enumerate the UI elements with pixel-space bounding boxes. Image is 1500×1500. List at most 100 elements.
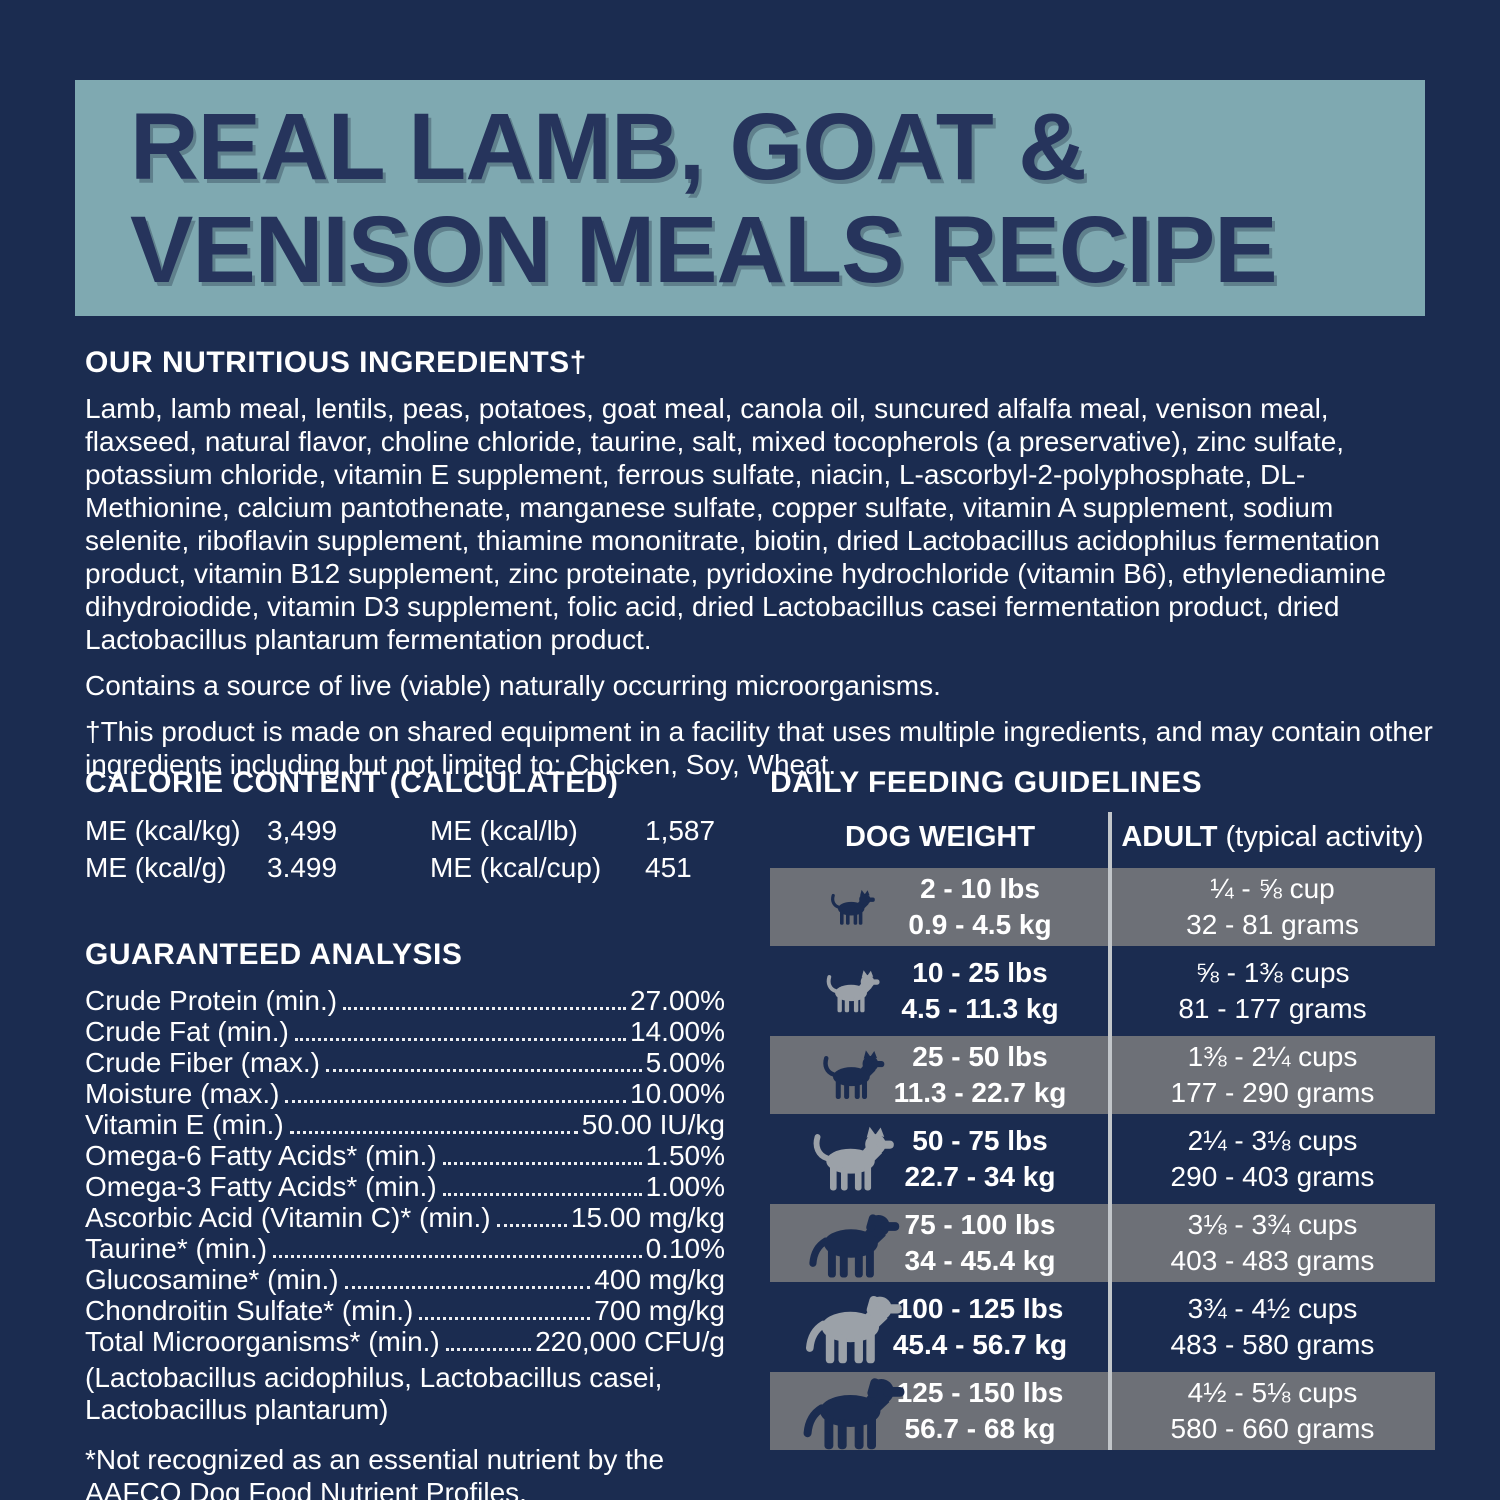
- serving-cell: 3⅛ - 3¾ cups 403 - 483 grams: [1110, 1207, 1435, 1279]
- weight-lbs: 2 - 10 lbs: [920, 873, 1040, 904]
- analysis-label: Total Microorganisms* (min.): [85, 1326, 440, 1357]
- analysis-label: Taurine* (min.): [85, 1233, 268, 1264]
- dog-weight-cell: 10 - 25 lbs 4.5 - 11.3 kg: [770, 952, 1110, 1030]
- analysis-row: Ascorbic Acid (Vitamin C)* (min.) 15.00 m…: [85, 1203, 725, 1234]
- calorie-label: ME (kcal/kg): [85, 815, 241, 846]
- serving-cell: ¼ - ⅝ cup 32 - 81 grams: [1110, 871, 1435, 943]
- ingredients-heading: OUR NUTRITIOUS INGREDIENTS†: [85, 346, 587, 379]
- dotted-leader: [445, 1348, 532, 1351]
- analysis-row: Vitamin E (min.) 50.00 IU/kg: [85, 1110, 725, 1141]
- feeding-row: 125 - 150 lbs 56.7 - 68 kg 4½ - 5⅛ cups 58…: [770, 1372, 1435, 1450]
- serving-grams: 32 - 81 grams: [1186, 909, 1359, 940]
- weight-kg: 11.3 - 22.7 kg: [893, 1077, 1067, 1108]
- weight-kg: 34 - 45.4 kg: [904, 1245, 1056, 1276]
- analysis-label: Crude Fat (min.): [85, 1016, 289, 1047]
- weight-lbs: 125 - 150 lbs: [896, 1377, 1064, 1408]
- dog-weight-cell: 125 - 150 lbs 56.7 - 68 kg: [770, 1372, 1110, 1450]
- weight-lbs: 50 - 75 lbs: [912, 1125, 1048, 1156]
- analysis-value: 220,000 CFU/g: [535, 1326, 725, 1357]
- calorie-content-table: ME (kcal/kg) 3,499 ME (kcal/lb) 1,587 ME…: [85, 812, 725, 886]
- serving-cell: 2¼ - 3⅛ cups 290 - 403 grams: [1110, 1123, 1435, 1195]
- dotted-leader: [285, 1100, 627, 1103]
- analysis-row: Taurine* (min.) 0.10%: [85, 1234, 725, 1265]
- analysis-row: Chondroitin Sulfate* (min.) 700 mg/kg: [85, 1296, 725, 1327]
- adult-column-header: ADULT (typical activity): [1110, 821, 1435, 854]
- feeding-table-header: DOG WEIGHT ADULT (typical activity): [770, 812, 1435, 862]
- feeding-row: 2 - 10 lbs 0.9 - 4.5 kg ¼ - ⅝ cup 32 - 81 …: [770, 868, 1435, 946]
- recipe-title-banner: REAL LAMB, GOAT & VENISON MEALS RECIPE: [75, 80, 1425, 316]
- analysis-value: 50.00 IU/kg: [581, 1109, 725, 1140]
- analysis-row: Total Microorganisms* (min.) 220,000 CFU/…: [85, 1327, 725, 1358]
- weight-lbs: 100 - 125 lbs: [896, 1293, 1064, 1324]
- ingredients-list: Lamb, lamb meal, lentils, peas, potatoes…: [85, 393, 1387, 655]
- french-bulldog-dog-icon: [782, 952, 922, 1030]
- serving-grams: 403 - 483 grams: [1170, 1245, 1375, 1276]
- analysis-label: Crude Protein (min.): [85, 985, 338, 1016]
- analysis-label: Vitamin E (min.): [85, 1109, 284, 1140]
- shared-equipment-note: †This product is made on shared equipmen…: [85, 716, 1433, 780]
- analysis-row: Omega-6 Fatty Acids* (min.) 1.50%: [85, 1141, 725, 1172]
- column-divider: [1108, 812, 1112, 1450]
- feeding-row: 10 - 25 lbs 4.5 - 11.3 kg ⅝ - 1⅜ cups 81 -…: [770, 952, 1435, 1030]
- feeding-row: 75 - 100 lbs 34 - 45.4 kg 3⅛ - 3¾ cups 403…: [770, 1204, 1435, 1282]
- feeding-guidelines-section: DAILY FEEDING GUIDELINES DOG WEIGHT ADUL…: [770, 766, 1435, 1450]
- nutrition-column: CALORIE CONTENT (CALCULATED) ME (kcal/kg…: [85, 766, 725, 1500]
- weight-lbs: 75 - 100 lbs: [904, 1209, 1056, 1240]
- dotted-leader: [289, 1131, 578, 1134]
- dog-weight-column-header: DOG WEIGHT: [844, 820, 1036, 853]
- dotted-leader: [442, 1162, 642, 1165]
- dotted-leader: [294, 1038, 627, 1041]
- guaranteed-analysis-table: Crude Protein (min.) 27.00% Crude Fat (mi…: [85, 986, 725, 1500]
- feeding-guidelines-heading: DAILY FEEDING GUIDELINES: [770, 766, 1203, 799]
- dog-weight-cell: 25 - 50 lbs 11.3 - 22.7 kg: [770, 1036, 1110, 1114]
- analysis-label: Crude Fiber (max.): [85, 1047, 320, 1078]
- dotted-leader: [442, 1193, 642, 1196]
- great-dane-dog-icon: [782, 1204, 922, 1282]
- feeding-guidelines-table: DOG WEIGHT ADULT (typical activity) 2 - …: [770, 812, 1435, 1450]
- analysis-label: Omega-6 Fatty Acids* (min.): [85, 1140, 437, 1171]
- newfoundland-dog-icon: [782, 1372, 922, 1450]
- analysis-value: 1.50%: [645, 1140, 725, 1171]
- analysis-value: 5.00%: [645, 1047, 725, 1078]
- weight-kg: 45.4 - 56.7 kg: [892, 1329, 1068, 1360]
- recipe-title-line-1: REAL LAMB, GOAT &: [130, 94, 1087, 200]
- serving-cups: 3⅛ - 3¾ cups: [1187, 1209, 1358, 1240]
- serving-grams: 81 - 177 grams: [1178, 993, 1367, 1024]
- analysis-row: Crude Protein (min.) 27.00%: [85, 986, 725, 1017]
- analysis-label: Chondroitin Sulfate* (min.): [85, 1295, 414, 1326]
- microorganism-species-note: (Lactobacillus acidophilus, Lactobacillu…: [85, 1362, 663, 1425]
- dotted-leader: [325, 1069, 642, 1072]
- dog-weight-cell: 50 - 75 lbs 22.7 - 34 kg: [770, 1120, 1110, 1198]
- analysis-row: Crude Fiber (max.) 5.00%: [85, 1048, 725, 1079]
- serving-cell: 4½ - 5⅛ cups 580 - 660 grams: [1110, 1375, 1435, 1447]
- weight-lbs: 10 - 25 lbs: [912, 957, 1048, 988]
- calorie-value: 3.499: [267, 852, 338, 883]
- serving-cups: 4½ - 5⅛ cups: [1187, 1377, 1358, 1408]
- serving-cell: 1⅜ - 2¼ cups 177 - 290 grams: [1110, 1039, 1435, 1111]
- analysis-label: Glucosamine* (min.): [85, 1264, 339, 1295]
- weight-kg: 56.7 - 68 kg: [904, 1413, 1056, 1444]
- analysis-row: Glucosamine* (min.) 400 mg/kg: [85, 1265, 725, 1296]
- pit-bull-dog-icon: [782, 1120, 922, 1198]
- adult-label: ADULT: [1121, 820, 1218, 853]
- serving-cups: ⅝ - 1⅜ cups: [1195, 957, 1350, 988]
- labrador-dog-icon: [782, 1288, 922, 1366]
- serving-cups: 3¾ - 4½ cups: [1187, 1293, 1358, 1324]
- analysis-value: 10.00%: [630, 1078, 725, 1109]
- serving-grams: 483 - 580 grams: [1170, 1329, 1375, 1360]
- weight-kg: 0.9 - 4.5 kg: [908, 909, 1052, 940]
- analysis-value: 15.00 mg/kg: [570, 1202, 725, 1233]
- microorganisms-note: Contains a source of live (viable) natur…: [85, 670, 941, 701]
- calorie-value: 451: [645, 852, 692, 883]
- guaranteed-analysis-heading: GUARANTEED ANALYSIS: [85, 938, 463, 971]
- serving-cups: ¼ - ⅝ cup: [1210, 873, 1335, 904]
- dotted-leader: [344, 1286, 591, 1289]
- calorie-label: ME (kcal/cup): [430, 852, 602, 883]
- dotted-leader: [419, 1317, 591, 1320]
- weight-lbs: 25 - 50 lbs: [912, 1041, 1048, 1072]
- weight-kg: 22.7 - 34 kg: [904, 1161, 1056, 1192]
- recipe-title-line-2: VENISON MEALS RECIPE: [130, 197, 1278, 303]
- long-haired-chihuahua-dog-icon: [782, 1036, 922, 1114]
- dog-weight-cell: 2 - 10 lbs 0.9 - 4.5 kg: [770, 868, 1110, 946]
- serving-grams: 580 - 660 grams: [1170, 1413, 1375, 1444]
